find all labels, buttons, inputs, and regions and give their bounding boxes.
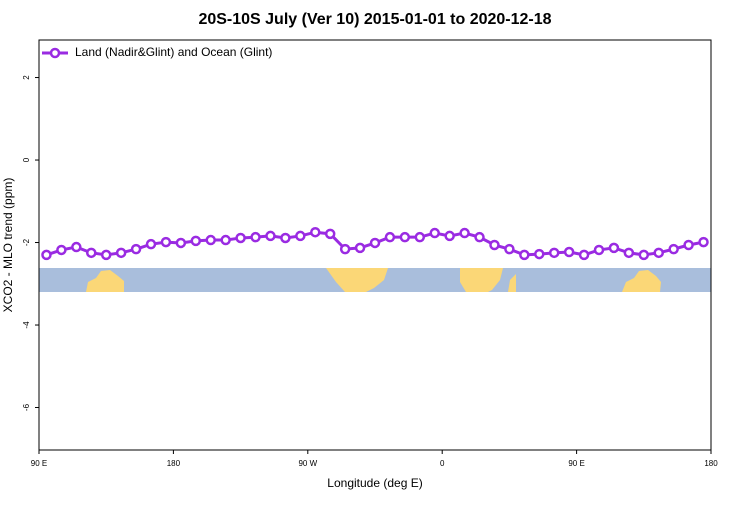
plot-frame (38, 39, 712, 451)
data-point (310, 226, 321, 238)
x-axis-label: Longitude (deg E) (327, 476, 422, 490)
y-tick-label: -2 (22, 238, 31, 246)
data-point (339, 243, 351, 255)
data-point (369, 237, 381, 249)
y-tick-label: -4 (22, 321, 31, 329)
x-tick-label: 0 (440, 459, 445, 468)
data-point (548, 247, 560, 259)
legend-marker (49, 47, 61, 59)
land (326, 268, 388, 292)
data-point (489, 239, 500, 251)
data-point (280, 232, 291, 244)
map-strip (39, 268, 711, 292)
data-point (638, 249, 650, 261)
data-point (534, 248, 545, 260)
x-tick-label: 90 E (568, 459, 584, 468)
data-point (593, 244, 605, 256)
data-point (265, 230, 276, 242)
data-point (563, 246, 575, 258)
data-point (519, 249, 530, 261)
y-tick-label: 2 (22, 75, 31, 80)
data-point (175, 237, 187, 249)
data-point (429, 227, 440, 239)
legend-label: Land (Nadir&Glint) and Ocean (Glint) (75, 45, 272, 59)
land (622, 270, 661, 292)
data-point (56, 244, 67, 256)
data-point (324, 228, 336, 240)
data-point (250, 231, 261, 243)
data-point (399, 231, 411, 243)
x-tick-label: 180 (167, 459, 181, 468)
data-point (578, 249, 590, 261)
data-point (205, 234, 216, 246)
data-point (295, 230, 306, 242)
y-tick-label: -6 (22, 403, 31, 411)
data-point (698, 236, 709, 248)
data-point (668, 243, 679, 255)
data-point (190, 235, 202, 247)
data-point (354, 242, 366, 254)
data-point (41, 249, 52, 261)
data-point (100, 249, 112, 261)
land (508, 274, 516, 292)
y-tick-label: 0 (22, 157, 31, 162)
data-point (384, 231, 396, 243)
data-point (683, 239, 694, 251)
x-tick-label: 90 E (31, 459, 47, 468)
data-point (414, 231, 426, 243)
data-point (130, 243, 142, 255)
data-point (71, 241, 82, 253)
data-point (474, 231, 485, 243)
land (86, 270, 124, 292)
data-point (145, 238, 157, 250)
data-point (623, 247, 635, 259)
data-point (115, 247, 127, 259)
data-point (653, 247, 664, 259)
x-tick-label: 180 (704, 459, 718, 468)
data-point (504, 243, 515, 255)
data-point (160, 236, 172, 248)
data-point (608, 242, 620, 254)
data-point (86, 247, 97, 259)
land (460, 268, 503, 292)
x-tick-label: 90 W (298, 459, 317, 468)
chart-title: 20S-10S July (Ver 10) 2015-01-01 to 2020… (198, 11, 551, 28)
data-point (459, 227, 470, 239)
data-point (444, 230, 455, 242)
y-axis-label: XCO2 - MLO trend (ppm) (1, 178, 15, 313)
data-point (220, 234, 231, 246)
data-point (235, 232, 246, 244)
